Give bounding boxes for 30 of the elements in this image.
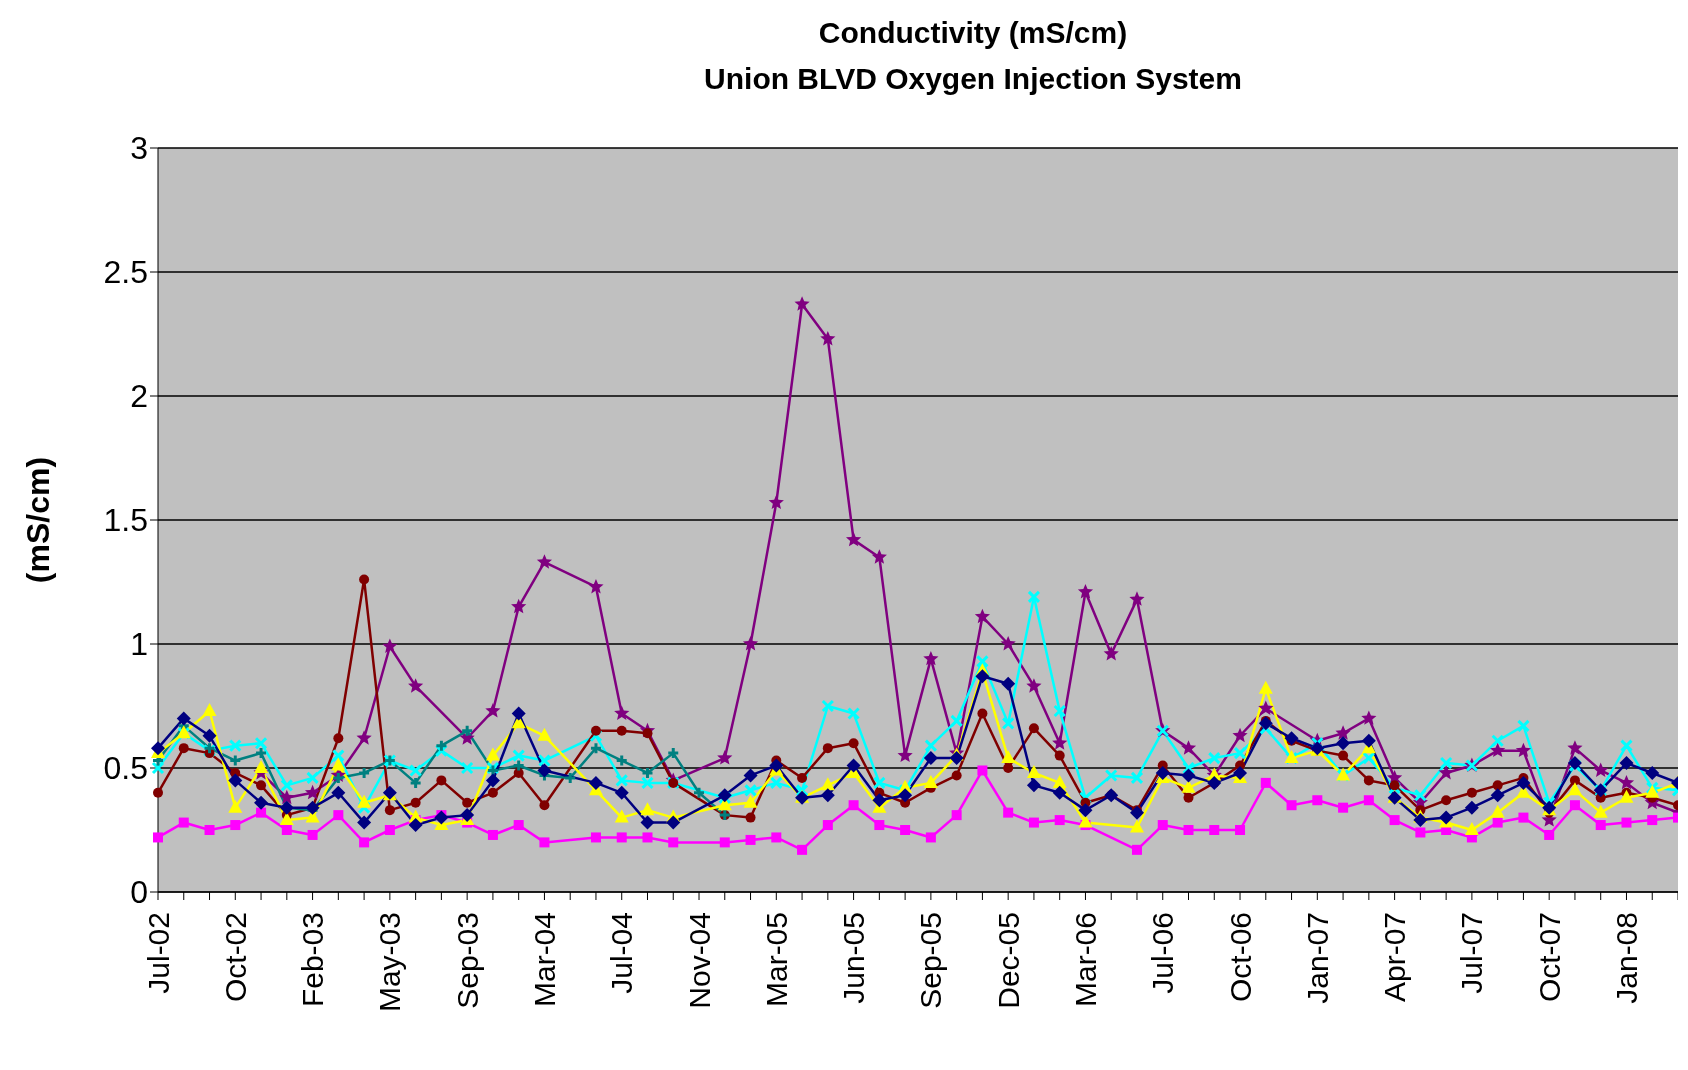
x-tick-label: Oct-02 <box>218 912 252 1003</box>
x-tick-label: Jul-04 <box>605 912 639 994</box>
y-axis-title: (mS/cm) <box>20 456 57 584</box>
x-tick-label: Feb-03 <box>296 912 330 1008</box>
x-tick-label: Apr-07 <box>1378 912 1412 1003</box>
x-tick-label: Jul-06 <box>1146 912 1180 994</box>
x-tick-label: Oct-06 <box>1223 912 1257 1003</box>
y-tick-label: 2.5 <box>103 254 148 291</box>
x-tick-label: Jun-05 <box>837 912 871 1004</box>
chart-subtitle: Union BLVD Oxygen Injection System <box>703 61 1243 97</box>
y-tick-label: 2 <box>130 378 148 415</box>
y-tick-label: 1.5 <box>103 502 148 539</box>
chart-title: Conductivity (mS/cm) <box>817 15 1129 51</box>
x-tick-label: May-03 <box>373 912 407 1013</box>
x-tick-label: Sep-05 <box>914 912 948 1009</box>
x-tick-label: Jul-02 <box>141 912 175 994</box>
y-tick-label: 3 <box>130 130 148 167</box>
x-tick-label: Jan-07 <box>1300 912 1334 1004</box>
x-tick-label: Dec-05 <box>991 912 1025 1009</box>
x-tick-label: Nov-04 <box>682 912 716 1009</box>
x-tick-label: Mar-06 <box>1068 912 1102 1008</box>
x-tick-label: Jan-08 <box>1609 912 1643 1004</box>
x-tick-label: Jul-07 <box>1455 912 1489 994</box>
y-tick-label: 0 <box>130 874 148 911</box>
x-tick-label: Mar-04 <box>527 912 561 1008</box>
y-tick-label: 1 <box>130 626 148 663</box>
x-tick-label: Sep-03 <box>450 912 484 1009</box>
x-tick-label: Oct-07 <box>1532 912 1566 1003</box>
x-tick-label: Mar-05 <box>759 912 793 1008</box>
y-tick-label: 0.5 <box>103 750 148 787</box>
